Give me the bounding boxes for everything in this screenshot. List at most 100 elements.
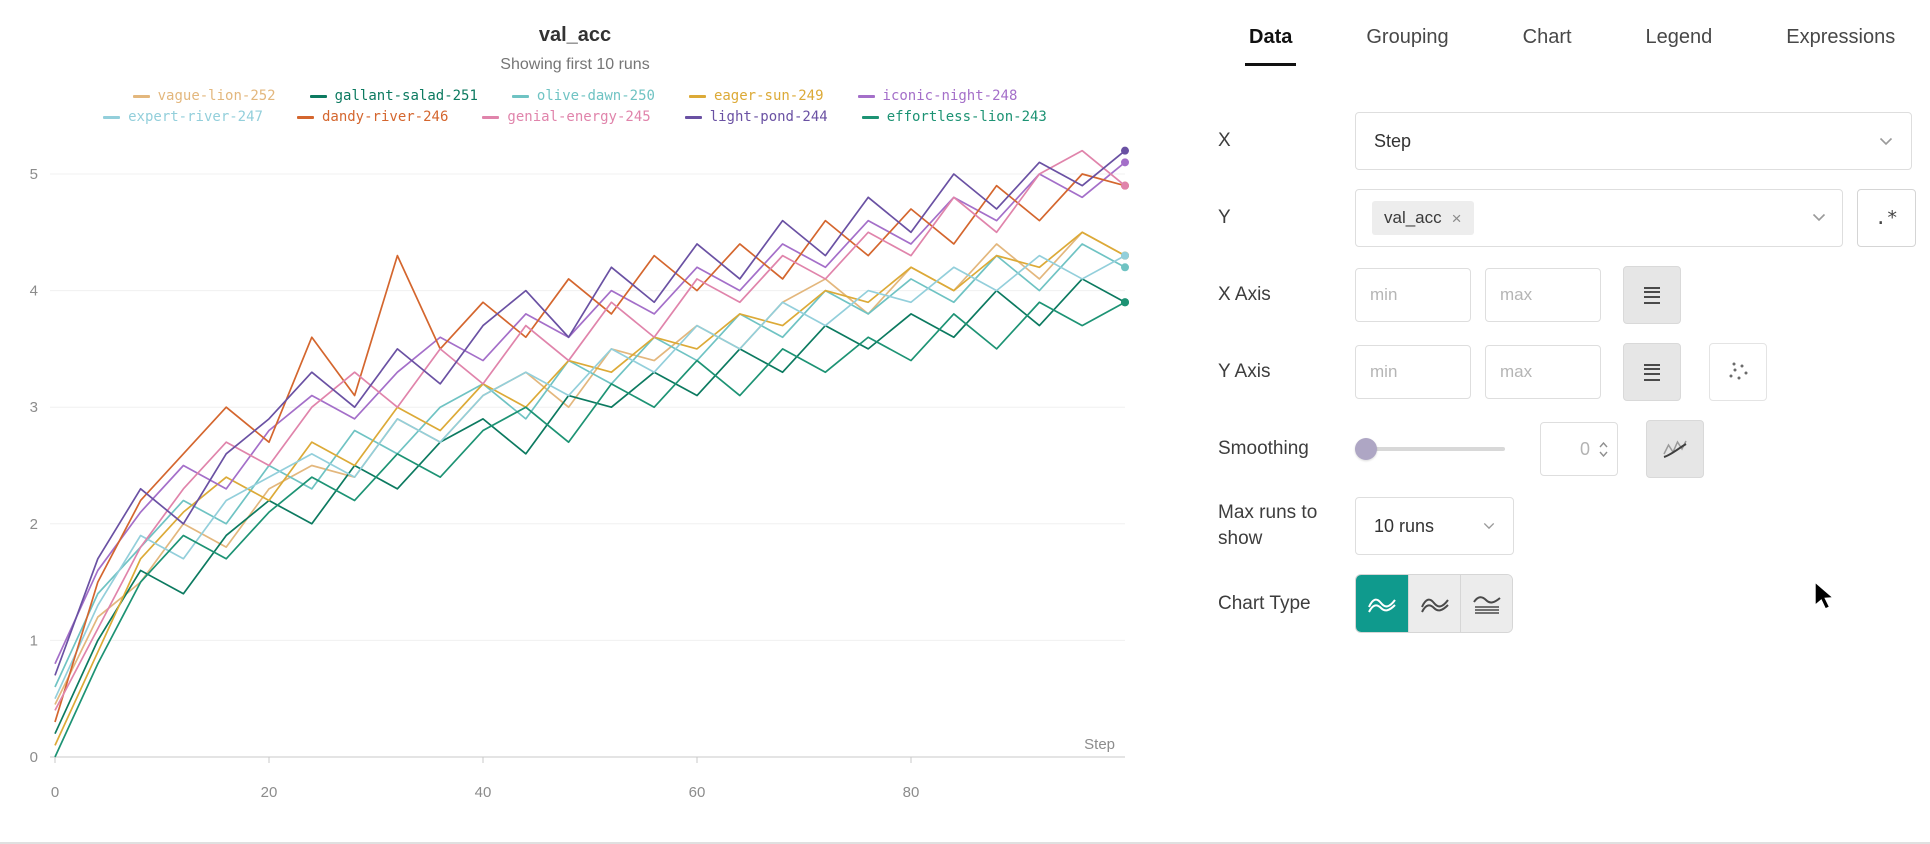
percentile-chart-icon — [1472, 595, 1501, 614]
legend-label: iconic-night-248 — [882, 88, 1018, 104]
series-endpoint-olive-dawn-250 — [1121, 263, 1129, 272]
smoothing-type-button[interactable] — [1646, 420, 1704, 478]
y-tick-label: 3 — [30, 399, 38, 416]
series-line-genial-energy-245 — [54, 149, 1126, 711]
stepper-down-icon[interactable] — [1599, 451, 1608, 457]
series-line-light-pond-244 — [54, 150, 1126, 676]
legend-item-iconic-night-248[interactable]: iconic-night-248 — [857, 88, 1018, 104]
y-axis-log-scale-button[interactable] — [1623, 343, 1681, 401]
legend-label: vague-lion-252 — [157, 88, 276, 104]
y-tick-label: 1 — [30, 632, 38, 649]
series-endpoint-light-pond-244 — [1121, 146, 1129, 155]
series-lines — [54, 146, 1129, 758]
field-row-y: Y val_acc × .* — [1218, 189, 1930, 247]
y-key-multiselect[interactable]: val_acc × — [1355, 189, 1843, 247]
legend-label: gallant-salad-251 — [334, 88, 478, 104]
log-scale-icon — [1644, 287, 1660, 304]
max-runs-select[interactable]: 10 runs — [1355, 497, 1514, 555]
legend-label: olive-dawn-250 — [536, 88, 655, 104]
log-scale-icon — [1644, 364, 1660, 381]
field-label-y: Y — [1218, 207, 1231, 229]
x-axis-max-input[interactable] — [1485, 268, 1601, 322]
settings-tabs: Data Grouping Chart Legend Expressions — [1150, 0, 1930, 66]
legend-swatch — [132, 94, 150, 98]
y-key-chip[interactable]: val_acc × — [1372, 201, 1474, 235]
legend-swatch — [511, 94, 529, 98]
x-axis-log-scale-button[interactable] — [1623, 266, 1681, 324]
legend-swatch — [688, 94, 706, 98]
panel-form: X Step Y val_acc × — [1150, 112, 1930, 633]
legend-swatch — [482, 115, 500, 119]
smoothing-value: 0 — [1579, 438, 1590, 459]
x-tick-label: 80 — [903, 784, 920, 801]
legend-swatch — [309, 94, 327, 98]
series-line-gallant-salad-251 — [54, 278, 1126, 735]
slider-track — [1355, 447, 1505, 451]
x-tick-label: 60 — [689, 784, 706, 801]
chart-type-line-button[interactable] — [1356, 575, 1408, 632]
stepper-arrows[interactable] — [1599, 441, 1608, 457]
series-endpoint-genial-energy-245 — [1121, 181, 1129, 190]
chevron-down-icon — [1812, 213, 1826, 222]
chart-type-grouped-button[interactable] — [1408, 575, 1460, 632]
field-label-chart-type: Chart Type — [1218, 592, 1311, 614]
tab-chart[interactable]: Chart — [1522, 26, 1572, 48]
legend-item-olive-dawn-250[interactable]: olive-dawn-250 — [511, 88, 655, 104]
chip-remove-icon[interactable]: × — [1451, 208, 1462, 228]
tab-grouping[interactable]: Grouping — [1366, 26, 1449, 48]
slider-handle[interactable] — [1355, 438, 1377, 460]
legend-swatch — [861, 115, 879, 119]
y-tick-label: 2 — [30, 516, 38, 533]
smoothing-slider[interactable] — [1355, 438, 1505, 460]
y-tick-label: 4 — [30, 283, 38, 300]
y-axis-max-input[interactable] — [1485, 345, 1601, 399]
x-axis-min-input[interactable] — [1355, 268, 1471, 322]
stepper-up-icon[interactable] — [1599, 441, 1608, 448]
y-key-chip-label: val_acc — [1384, 208, 1442, 227]
regex-toggle-button[interactable]: .* — [1857, 189, 1916, 247]
chart-title: val_acc — [538, 24, 612, 46]
x-tick-label: 0 — [51, 784, 59, 801]
legend-item-light-pond-244[interactable]: light-pond-244 — [684, 109, 828, 125]
legend-label: dandy-river-246 — [321, 109, 449, 125]
legend-item-expert-river-247[interactable]: expert-river-247 — [103, 109, 263, 125]
metric-line-chart[interactable]: 0 1 2 3 4 5 0 20 40 60 80 Step — [0, 0, 1150, 844]
chart-type-percentile-button[interactable] — [1460, 575, 1512, 632]
legend-item-genial-energy-245[interactable]: genial-energy-245 — [482, 109, 651, 125]
legend-swatch — [857, 94, 875, 98]
legend-row: vague-lion-252 gallant-salad-251 olive-daw… — [0, 88, 1150, 104]
tab-legend[interactable]: Legend — [1645, 26, 1713, 48]
grouped-line-chart-icon — [1420, 598, 1449, 612]
legend-item-dandy-river-246[interactable]: dandy-river-246 — [296, 109, 449, 125]
legend-swatch — [296, 115, 314, 119]
legend-label: light-pond-244 — [709, 109, 828, 125]
legend-item-effortless-lion-243[interactable]: effortless-lion-243 — [861, 109, 1047, 125]
legend-swatch — [103, 115, 121, 119]
gridlines: 0 1 2 3 4 5 0 20 40 60 80 — [30, 166, 1125, 801]
tab-data[interactable]: Data — [1245, 26, 1297, 66]
chevron-down-icon — [1879, 137, 1893, 145]
series-line-expert-river-247 — [54, 254, 1126, 700]
field-row-smoothing: Smoothing 0 — [1218, 420, 1930, 478]
x-tick-label: 40 — [475, 784, 492, 801]
series-endpoint-effortless-lion-243 — [1121, 298, 1129, 307]
line-chart-icon — [1368, 598, 1396, 612]
x-key-select[interactable]: Step — [1355, 112, 1912, 170]
smoothing-algorithm-icon — [1663, 440, 1687, 458]
scatter-outliers-icon — [1729, 362, 1748, 380]
legend-item-eager-sun-249[interactable]: eager-sun-249 — [688, 88, 824, 104]
y-tick-label: 0 — [30, 749, 38, 766]
series-line-dandy-river-246 — [54, 173, 1126, 723]
chart-type-group — [1355, 574, 1513, 633]
legend-item-gallant-salad-251[interactable]: gallant-salad-251 — [309, 88, 478, 104]
max-runs-value: 10 runs — [1374, 515, 1435, 536]
y-axis-min-input[interactable] — [1355, 345, 1471, 399]
x-key-value: Step — [1374, 130, 1412, 151]
tab-expressions[interactable]: Expressions — [1786, 26, 1896, 48]
ignore-outliers-button[interactable] — [1709, 343, 1767, 401]
smoothing-value-input[interactable]: 0 — [1540, 422, 1618, 476]
series-line-iconic-night-248 — [54, 161, 1126, 665]
series-line-eager-sun-249 — [54, 231, 1126, 746]
legend-item-vague-lion-252[interactable]: vague-lion-252 — [132, 88, 276, 104]
